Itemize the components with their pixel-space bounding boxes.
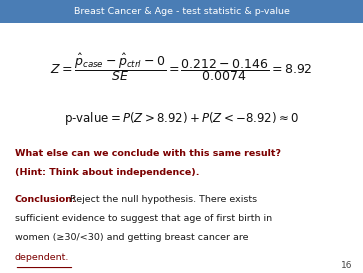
- Text: Conclusion:: Conclusion:: [15, 195, 76, 204]
- Bar: [0, 0, 363, 23]
- Text: Reject the null hypothesis. There exists: Reject the null hypothesis. There exists: [67, 195, 257, 204]
- Text: sufficient evidence to suggest that age of first birth in: sufficient evidence to suggest that age …: [15, 214, 272, 223]
- Text: 16: 16: [340, 261, 352, 270]
- Text: What else can we conclude with this same result?: What else can we conclude with this same…: [15, 149, 281, 158]
- Text: $\mathrm{p\text{-}value} = P(Z > 8.92) + P(Z < -8.92) \approx 0$: $\mathrm{p\text{-}value} = P(Z > 8.92) +…: [64, 110, 299, 127]
- Text: dependent.: dependent.: [15, 253, 69, 262]
- Text: Breast Cancer & Age - test statistic & p-value: Breast Cancer & Age - test statistic & p…: [74, 7, 289, 16]
- Text: $Z = \dfrac{\hat{p}_{case} - \hat{p}_{ctrl} - 0}{SE} = \dfrac{0.212 - 0.146}{0.0: $Z = \dfrac{\hat{p}_{case} - \hat{p}_{ct…: [50, 51, 313, 83]
- Text: women (≥30/<30) and getting breast cancer are: women (≥30/<30) and getting breast cance…: [15, 233, 248, 242]
- Text: (Hint: Think about independence).: (Hint: Think about independence).: [15, 168, 199, 177]
